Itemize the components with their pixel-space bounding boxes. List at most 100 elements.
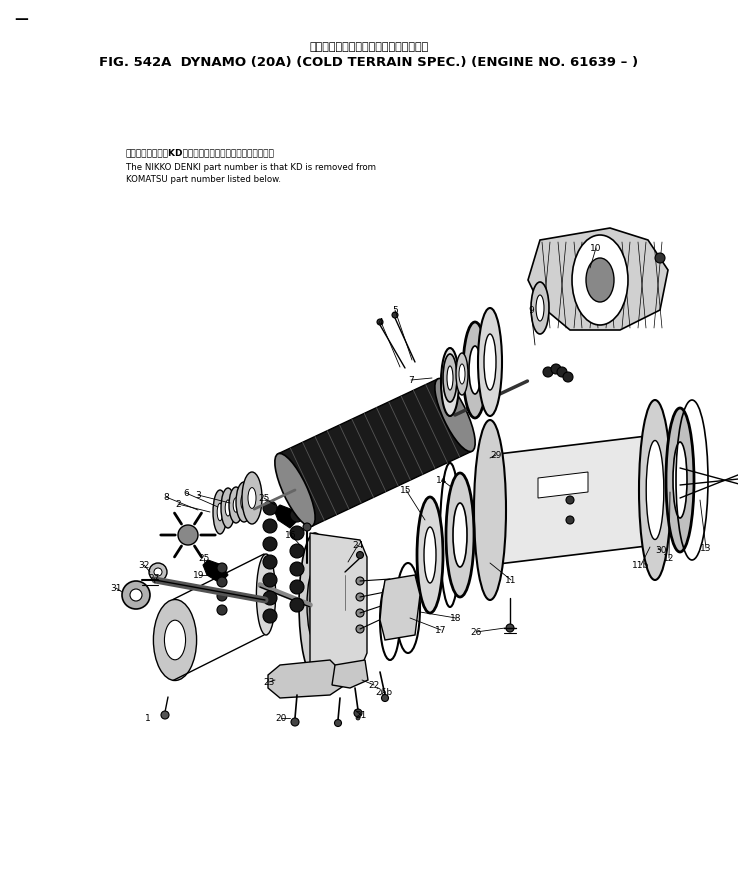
Circle shape <box>290 562 304 576</box>
Text: 8: 8 <box>163 493 169 502</box>
Circle shape <box>356 625 364 633</box>
Text: 2: 2 <box>175 500 181 509</box>
Ellipse shape <box>453 503 467 567</box>
Text: 32: 32 <box>138 561 149 569</box>
Polygon shape <box>332 660 368 688</box>
Ellipse shape <box>586 258 614 302</box>
Ellipse shape <box>424 527 436 583</box>
Text: —: — <box>14 12 28 26</box>
Ellipse shape <box>213 490 227 534</box>
Text: 10: 10 <box>590 244 601 253</box>
Ellipse shape <box>463 322 487 418</box>
Ellipse shape <box>233 498 239 512</box>
Circle shape <box>392 312 398 318</box>
Text: 6: 6 <box>183 488 189 497</box>
Polygon shape <box>490 435 655 565</box>
Circle shape <box>263 573 277 587</box>
Circle shape <box>178 525 198 545</box>
Ellipse shape <box>242 472 262 524</box>
Ellipse shape <box>435 378 475 451</box>
Circle shape <box>290 508 304 522</box>
Circle shape <box>356 609 364 617</box>
Circle shape <box>290 580 304 594</box>
Ellipse shape <box>456 353 468 395</box>
Text: 30: 30 <box>655 546 666 554</box>
Text: 9: 9 <box>528 305 534 314</box>
Circle shape <box>356 593 364 601</box>
Circle shape <box>263 591 277 605</box>
Text: 18: 18 <box>450 613 461 622</box>
Text: 26b: 26b <box>375 687 392 696</box>
Polygon shape <box>538 472 588 498</box>
Polygon shape <box>274 505 298 528</box>
Text: 16: 16 <box>285 531 297 539</box>
Circle shape <box>154 568 162 576</box>
Text: 4: 4 <box>378 318 384 326</box>
Circle shape <box>217 591 227 601</box>
Circle shape <box>334 720 342 727</box>
Ellipse shape <box>531 282 549 334</box>
Circle shape <box>263 501 277 515</box>
Text: 5: 5 <box>392 305 398 314</box>
Circle shape <box>290 544 304 558</box>
Ellipse shape <box>241 494 247 510</box>
Ellipse shape <box>165 620 185 660</box>
Circle shape <box>655 253 665 263</box>
Polygon shape <box>380 575 420 640</box>
Ellipse shape <box>446 366 454 398</box>
Text: 17: 17 <box>435 626 446 634</box>
Circle shape <box>377 319 383 325</box>
Text: 15: 15 <box>400 486 412 495</box>
Ellipse shape <box>446 473 474 597</box>
Ellipse shape <box>536 295 544 321</box>
Ellipse shape <box>154 599 196 680</box>
Circle shape <box>543 367 553 377</box>
Ellipse shape <box>217 503 223 521</box>
Ellipse shape <box>225 500 231 516</box>
Circle shape <box>354 709 362 717</box>
Circle shape <box>217 605 227 615</box>
Circle shape <box>303 523 311 531</box>
Ellipse shape <box>221 488 235 528</box>
Text: 1: 1 <box>145 714 151 722</box>
Ellipse shape <box>236 482 252 522</box>
Circle shape <box>217 563 227 573</box>
Ellipse shape <box>248 488 256 509</box>
Text: 21: 21 <box>355 710 366 720</box>
Text: 29: 29 <box>490 451 501 459</box>
Text: 22: 22 <box>368 680 379 690</box>
Circle shape <box>263 519 277 533</box>
Circle shape <box>263 537 277 551</box>
Ellipse shape <box>646 441 663 539</box>
Circle shape <box>290 526 304 540</box>
Circle shape <box>551 364 561 374</box>
Text: ダイナモ　　　寒冷地仕様　　適用号機: ダイナモ 寒冷地仕様 適用号機 <box>309 42 429 52</box>
Text: 20: 20 <box>275 714 286 722</box>
Ellipse shape <box>572 235 628 325</box>
Ellipse shape <box>484 334 496 390</box>
Polygon shape <box>203 560 228 583</box>
Circle shape <box>263 609 277 623</box>
Ellipse shape <box>469 346 481 394</box>
Text: 27: 27 <box>148 574 159 583</box>
Circle shape <box>382 694 388 701</box>
Circle shape <box>563 372 573 382</box>
Text: KOMATSU part number listed below.: KOMATSU part number listed below. <box>126 175 281 184</box>
Polygon shape <box>310 533 367 677</box>
Text: FIG. 542A  DYNAMO (20A) (COLD TERRAIN SPEC.) (ENGINE NO. 61639 – ): FIG. 542A DYNAMO (20A) (COLD TERRAIN SPE… <box>100 56 638 69</box>
Ellipse shape <box>639 400 671 580</box>
Text: 7: 7 <box>408 376 414 385</box>
Text: 13: 13 <box>700 544 711 553</box>
Ellipse shape <box>307 569 323 641</box>
Circle shape <box>506 624 514 632</box>
Text: 19: 19 <box>193 570 204 580</box>
Circle shape <box>291 718 299 726</box>
Text: 24: 24 <box>352 540 363 549</box>
Ellipse shape <box>275 453 315 526</box>
Text: The NIKKO DENKI part number is that KD is removed from: The NIKKO DENKI part number is that KD i… <box>126 163 376 172</box>
Ellipse shape <box>256 554 275 635</box>
Text: 31: 31 <box>110 583 122 592</box>
Text: 11b: 11b <box>632 561 649 569</box>
Ellipse shape <box>229 487 243 523</box>
Ellipse shape <box>673 442 687 518</box>
